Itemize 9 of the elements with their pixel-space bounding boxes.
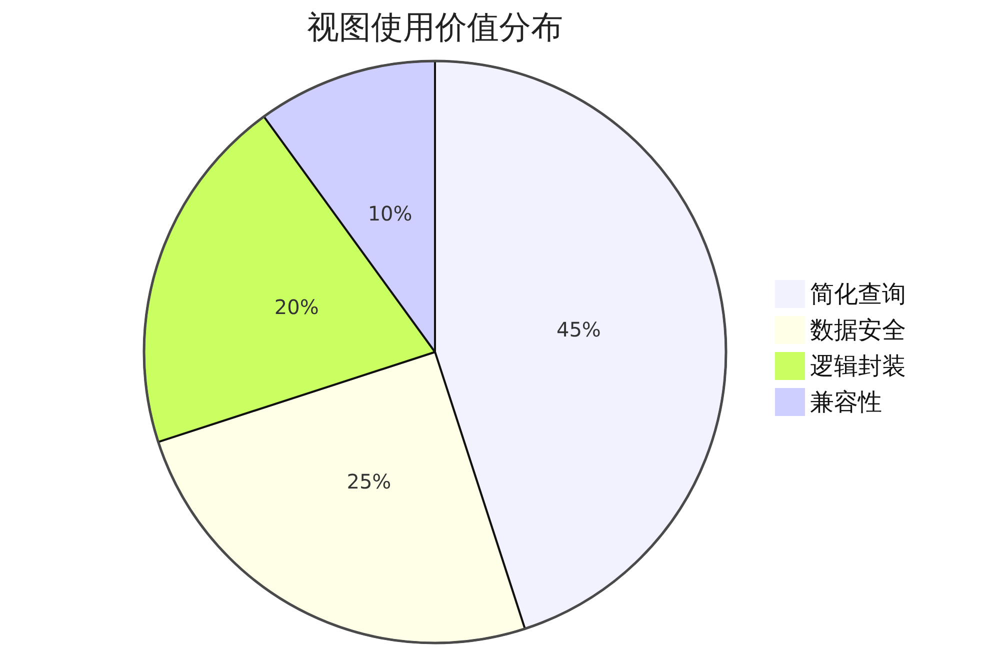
data-label: 20% [274,295,319,320]
slice-label: 简化查询 [810,280,906,308]
data-label: 45% [556,317,601,342]
data-label: 10% [368,202,412,226]
legend-label: 数据安全 [810,316,906,344]
data-label: 25% [346,470,392,494]
chart-title: 视图使用价值分布 [307,8,563,46]
legend-label: 兼容性 [810,388,882,416]
legend-label: 逻辑封装 [810,352,906,380]
